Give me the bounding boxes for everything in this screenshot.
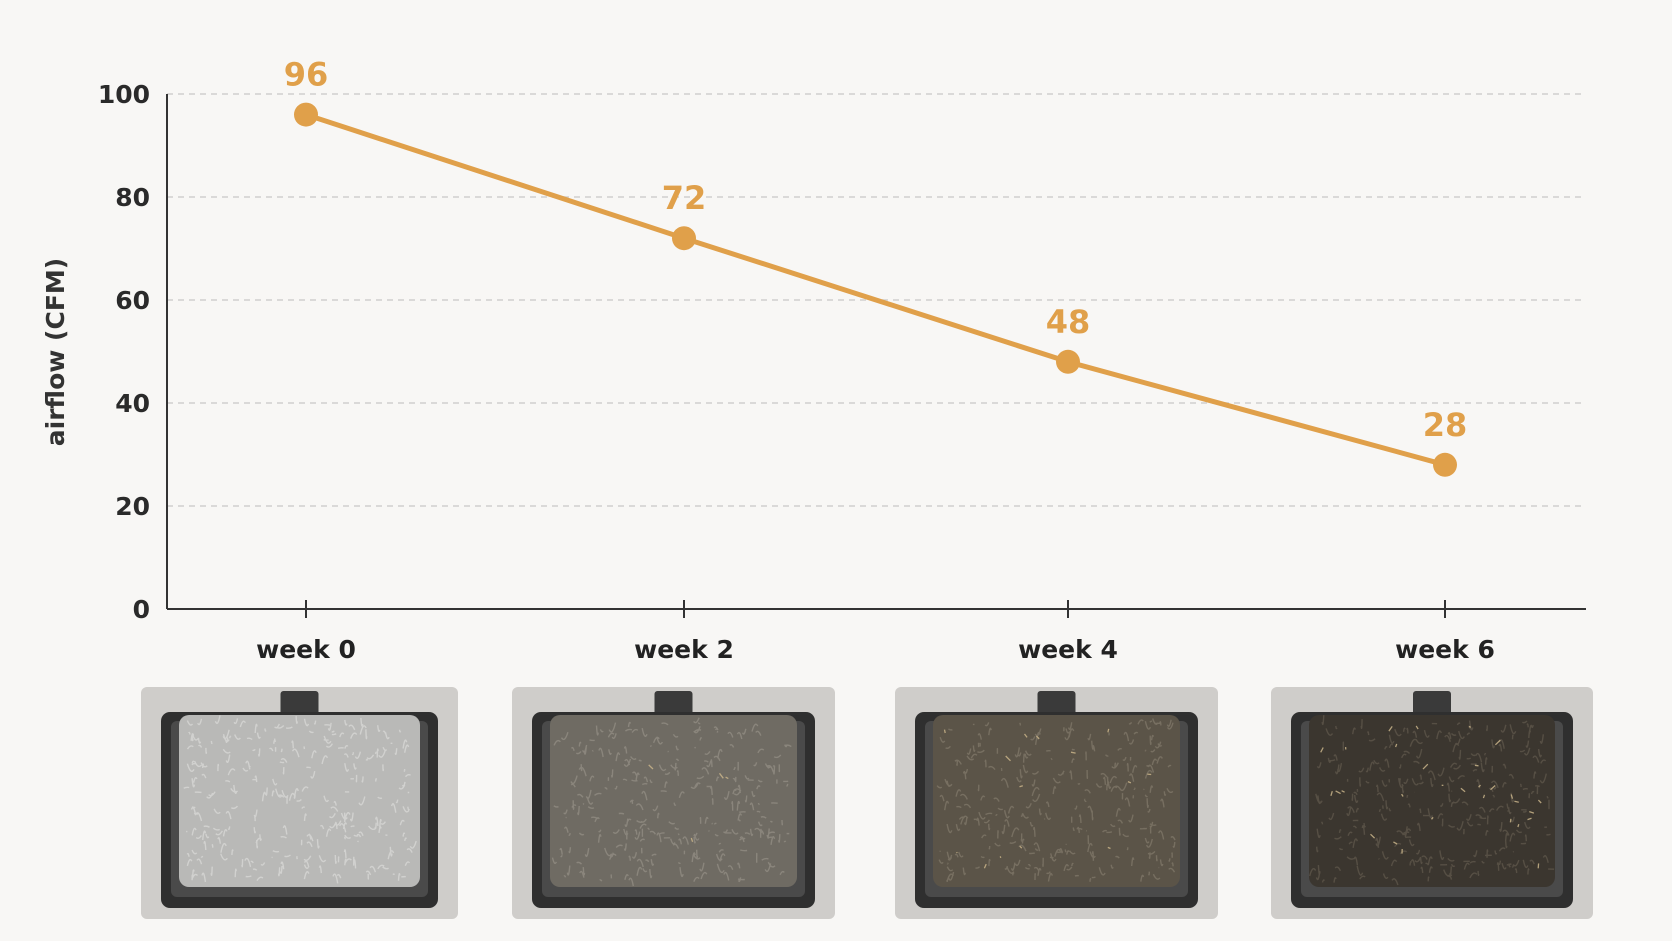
filter-fibers bbox=[936, 718, 1176, 883]
filter-week-6-photo bbox=[1271, 687, 1593, 919]
data-label: 28 bbox=[1423, 406, 1468, 444]
filter-week-0-image bbox=[141, 687, 458, 919]
filter-tab bbox=[1037, 691, 1076, 717]
x-axis-ticks: week 0 week 2 week 4 week 6 bbox=[256, 600, 1495, 664]
data-point bbox=[1433, 452, 1457, 477]
filter-fibers bbox=[183, 715, 417, 884]
filter-week-4-photo bbox=[895, 687, 1218, 919]
filter-media bbox=[1309, 715, 1555, 887]
filter-fibers bbox=[1309, 715, 1555, 886]
filter-tab bbox=[1413, 691, 1451, 717]
filter-media bbox=[550, 715, 797, 887]
x-tick-label: week 2 bbox=[634, 635, 734, 664]
y-tick-label: 100 bbox=[98, 80, 150, 109]
y-axis-label: airflow (CFM) bbox=[41, 258, 70, 446]
data-labels: 96 72 48 28 bbox=[284, 56, 1468, 444]
data-point bbox=[294, 102, 318, 127]
filter-week-2-photo bbox=[512, 687, 835, 919]
data-points bbox=[294, 102, 1457, 477]
data-point bbox=[1056, 349, 1080, 374]
filter-debris bbox=[648, 764, 729, 843]
series-line bbox=[305, 112, 1446, 468]
filter-week-0-photo bbox=[141, 687, 458, 919]
filter-tab bbox=[280, 691, 319, 717]
y-axis-ticks: 0 20 40 60 80 100 bbox=[98, 80, 150, 624]
filter-debris bbox=[1320, 725, 1542, 869]
y-tick-label: 20 bbox=[115, 492, 150, 521]
data-label: 72 bbox=[662, 179, 707, 217]
data-point bbox=[672, 226, 696, 251]
data-label: 48 bbox=[1046, 303, 1091, 341]
filter-fibers bbox=[551, 717, 792, 887]
filter-debris bbox=[943, 728, 1152, 869]
x-tick-label: week 0 bbox=[256, 635, 356, 664]
y-tick-label: 60 bbox=[115, 286, 150, 315]
data-label: 96 bbox=[284, 56, 329, 94]
filter-week-4-image bbox=[895, 687, 1218, 919]
filter-week-6-image bbox=[1271, 687, 1593, 919]
x-tick-label: week 4 bbox=[1018, 635, 1118, 664]
filter-media bbox=[933, 715, 1180, 887]
y-tick-label: 80 bbox=[115, 183, 150, 212]
filter-week-2-image bbox=[512, 687, 835, 919]
filter-tab bbox=[654, 691, 693, 717]
x-tick-label: week 6 bbox=[1395, 635, 1495, 664]
y-tick-label: 0 bbox=[133, 595, 150, 624]
y-tick-label: 40 bbox=[115, 389, 150, 418]
